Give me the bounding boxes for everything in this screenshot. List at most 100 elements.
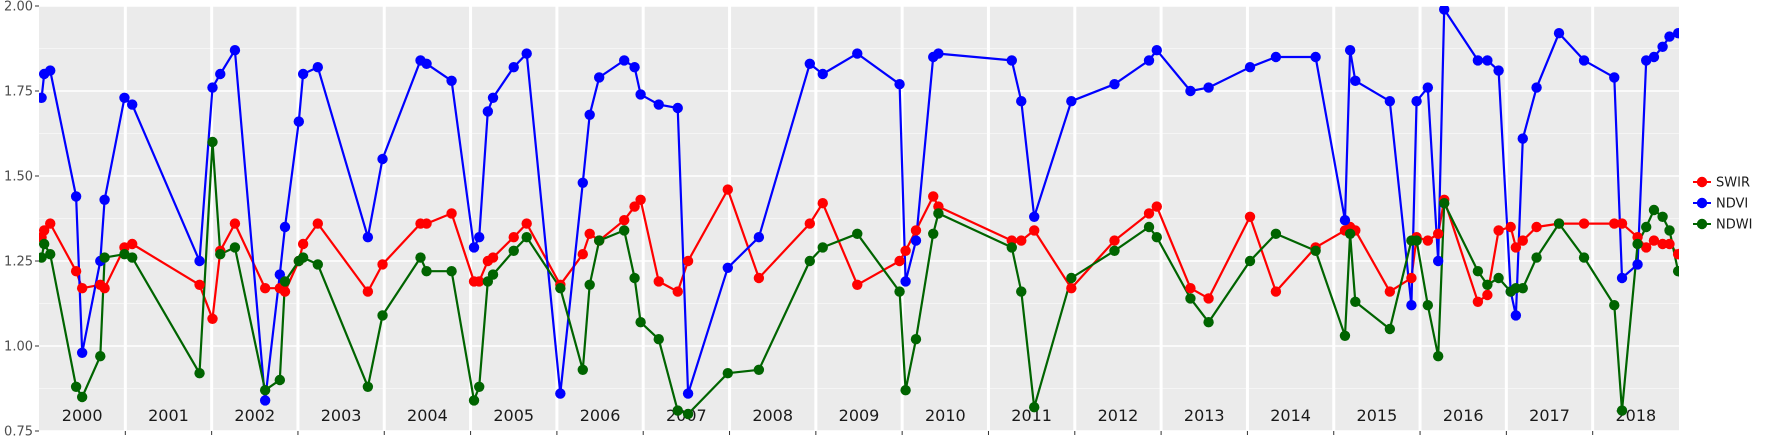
data-point-ndwi — [1066, 272, 1077, 284]
data-point-swir — [817, 198, 828, 209]
year-label-2016: 2016 — [1443, 406, 1484, 425]
data-point-ndwi — [933, 208, 944, 219]
data-point-swir — [521, 218, 532, 229]
data-point-ndwi — [207, 136, 218, 148]
data-point-ndvi — [474, 232, 485, 243]
data-point-ndvi — [682, 388, 694, 399]
y-axis: 0.75 1.00 1.25 1.50 1.75 2.00 — [4, 0, 39, 440]
data-point-ndwi — [1482, 279, 1493, 290]
data-point-ndvi — [1517, 133, 1528, 144]
data-point-ndwi — [421, 266, 432, 277]
data-point-ndvi — [1109, 79, 1120, 90]
data-point-swir — [1616, 218, 1628, 229]
year-labels: 2000200120022003200420052006200720082009… — [62, 406, 1656, 425]
data-point-ndwi — [1657, 211, 1668, 222]
data-point-ndwi — [555, 283, 566, 294]
year-label-2013: 2013 — [1184, 406, 1225, 425]
data-point-ndvi — [933, 48, 944, 59]
year-label-2012: 2012 — [1098, 406, 1139, 425]
data-point-ndvi — [1648, 51, 1660, 63]
legend-marker-swir — [1696, 176, 1708, 188]
data-point-ndvi — [1439, 6, 1450, 15]
data-point-ndwi — [1109, 245, 1120, 256]
data-point-ndvi — [1510, 310, 1522, 321]
data-point-swir — [446, 208, 457, 219]
data-point-ndwi — [99, 252, 110, 263]
data-point-swir — [1664, 238, 1675, 250]
data-point-ndwi — [1270, 228, 1282, 239]
data-point-ndwi — [1641, 221, 1652, 233]
y-tick-label: 0.75 — [4, 425, 33, 440]
data-point-ndvi — [446, 75, 457, 87]
data-point-ndwi — [722, 368, 733, 379]
data-point-swir — [1759, 314, 1769, 324]
data-point-ndvi — [1339, 215, 1351, 226]
data-point-ndvi — [1203, 82, 1214, 93]
data-point-swir — [99, 283, 110, 294]
year-label-2008: 2008 — [752, 406, 793, 425]
data-point-ndvi — [70, 191, 82, 202]
data-point-ndwi — [521, 232, 532, 243]
data-point-ndwi — [852, 228, 863, 239]
data-point-ndvi — [910, 235, 922, 246]
data-point-swir — [1109, 235, 1120, 246]
data-point-ndvi — [1151, 45, 1162, 56]
data-point-ndwi — [1648, 204, 1660, 216]
data-point-ndwi — [653, 334, 664, 345]
data-point-ndwi — [593, 235, 605, 246]
data-point-ndwi — [1531, 252, 1542, 263]
data-point-swir — [1510, 242, 1522, 253]
data-point-ndwi — [1632, 238, 1643, 250]
data-point-swir — [928, 191, 939, 202]
data-point-swir — [1505, 221, 1516, 233]
data-point-ndwi — [804, 255, 815, 267]
data-point-ndvi — [487, 92, 499, 104]
data-point-ndvi — [468, 242, 480, 253]
data-point-ndvi — [521, 48, 532, 59]
data-point-ndwi — [76, 391, 88, 403]
data-point-ndvi — [1728, 103, 1738, 113]
legend-label-ndvi: NDVI — [1716, 197, 1748, 212]
data-point-ndvi — [894, 79, 905, 90]
data-point-ndwi — [215, 249, 226, 260]
data-point-swir — [1203, 293, 1214, 304]
data-point-swir — [894, 255, 905, 267]
year-label-2015: 2015 — [1357, 406, 1398, 425]
series-points — [39, 6, 1773, 420]
data-point-ndwi — [1728, 300, 1738, 310]
data-point-ndwi — [1344, 228, 1356, 239]
legend-label-swir: SWIR — [1716, 176, 1750, 191]
data-point-swir — [1244, 211, 1256, 222]
data-point-ndvi — [593, 72, 605, 83]
data-point-swir — [39, 225, 50, 236]
data-point-ndvi — [1672, 28, 1679, 39]
data-point-ndvi — [119, 92, 130, 104]
data-point-swir — [194, 279, 205, 290]
data-point-ndvi — [1185, 85, 1196, 97]
data-point-swir — [297, 238, 309, 250]
data-point-ndvi — [362, 232, 374, 243]
data-point-swir — [577, 249, 588, 260]
data-point-swir — [312, 218, 323, 229]
data-point-ndvi — [1767, 86, 1773, 96]
data-point-ndwi — [1029, 402, 1040, 413]
legend-marker-ndwi — [1696, 218, 1708, 230]
data-point-ndwi — [584, 279, 595, 290]
year-label-2001: 2001 — [148, 406, 189, 425]
data-point-ndvi — [852, 48, 863, 59]
data-point-swir — [1406, 272, 1417, 284]
data-point-ndvi — [1350, 75, 1361, 87]
data-point-ndvi — [259, 395, 271, 406]
data-point-swir — [1422, 235, 1434, 246]
data-point-ndwi — [635, 317, 646, 328]
data-point-swir — [1384, 286, 1396, 297]
data-point-swir — [1680, 229, 1690, 239]
year-label-2011: 2011 — [1011, 406, 1052, 425]
data-point-swir — [1609, 218, 1620, 229]
data-point-ndwi — [1432, 351, 1444, 362]
data-point-swir — [1270, 286, 1282, 297]
data-point-ndvi — [293, 116, 305, 127]
data-point-ndwi — [753, 364, 765, 375]
data-point-ndvi — [39, 92, 47, 103]
